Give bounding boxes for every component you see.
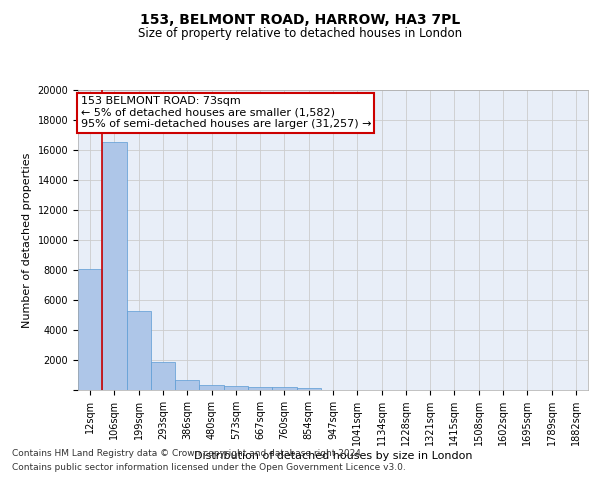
Bar: [78, 268, 102, 390]
Text: Contains HM Land Registry data © Crown copyright and database right 2024.: Contains HM Land Registry data © Crown c…: [12, 448, 364, 458]
Bar: [248, 386, 272, 390]
Bar: [151, 362, 175, 390]
X-axis label: Distribution of detached houses by size in London: Distribution of detached houses by size …: [194, 451, 472, 461]
Bar: [102, 142, 127, 390]
Text: 153 BELMONT ROAD: 73sqm
← 5% of detached houses are smaller (1,582)
95% of semi-: 153 BELMONT ROAD: 73sqm ← 5% of detached…: [80, 96, 371, 129]
Bar: [127, 310, 151, 390]
Text: 153, BELMONT ROAD, HARROW, HA3 7PL: 153, BELMONT ROAD, HARROW, HA3 7PL: [140, 12, 460, 26]
Y-axis label: Number of detached properties: Number of detached properties: [22, 152, 32, 328]
Text: Size of property relative to detached houses in London: Size of property relative to detached ho…: [138, 28, 462, 40]
Bar: [272, 388, 296, 390]
Bar: [296, 388, 321, 390]
Bar: [199, 385, 224, 390]
Text: Contains public sector information licensed under the Open Government Licence v3: Contains public sector information licen…: [12, 464, 406, 472]
Bar: [175, 380, 199, 390]
Bar: [224, 386, 248, 390]
